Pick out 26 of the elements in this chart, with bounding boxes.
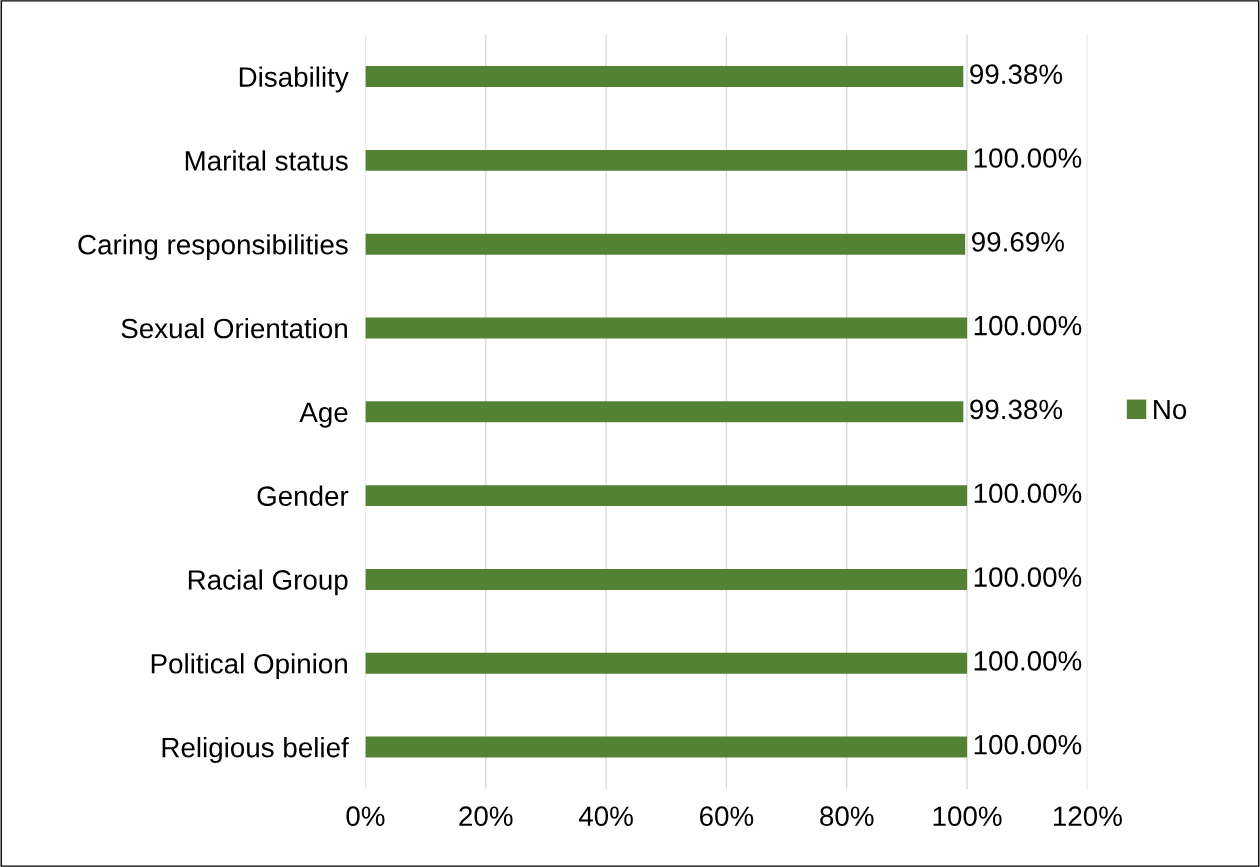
y-tick-label: Religious belief <box>162 737 349 763</box>
data-label: 100.00% <box>974 483 1082 504</box>
y-tick-label: Disability <box>239 66 349 93</box>
x-tick-label: 0% <box>346 806 385 827</box>
data-label: 100.00% <box>974 567 1082 587</box>
y-tick-label: Political Opinion <box>151 653 347 680</box>
data-label: 100.00% <box>974 734 1082 755</box>
x-tick-label: 20% <box>459 806 513 827</box>
y-tick-label: Caring responsibilities <box>78 234 348 261</box>
data-label: 100.00% <box>974 148 1082 168</box>
data-label: 99.38% <box>970 399 1063 420</box>
x-tick-label: 60% <box>700 806 754 827</box>
x-tick-label: 40% <box>578 806 633 827</box>
y-tick-label: Sexual Orientation <box>121 317 347 339</box>
x-tick-label: 120% <box>1053 806 1122 827</box>
y-tick-label: Marital status <box>185 150 348 171</box>
x-tick-label: 80% <box>820 806 874 827</box>
data-label: 99.69% <box>972 231 1064 252</box>
data-label: 100.00% <box>974 651 1082 671</box>
y-tick-label: Racial Group <box>188 569 348 596</box>
legend-label: No <box>1154 399 1187 420</box>
data-label: 100.00% <box>974 315 1082 336</box>
y-tick-label: Age <box>299 402 348 428</box>
x-tick-label: 100% <box>933 806 1002 827</box>
y-tick-label: Gender <box>257 485 349 506</box>
data-label: 99.38% <box>970 64 1063 85</box>
